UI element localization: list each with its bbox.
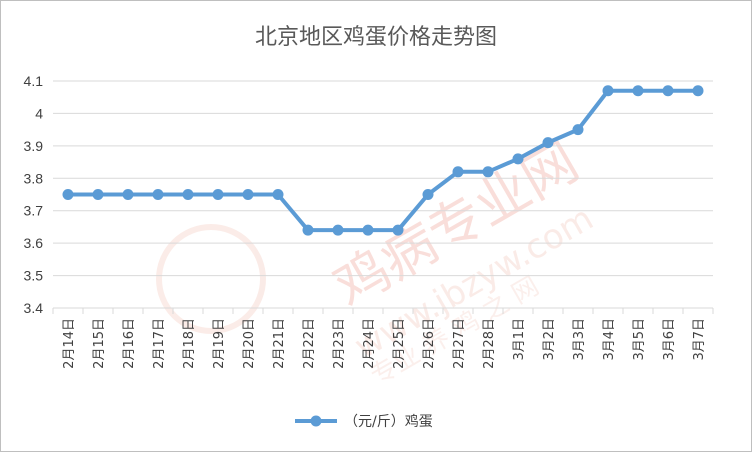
y-tick-label: 3.5	[24, 268, 44, 284]
x-tick-label: 2月14日	[62, 318, 77, 369]
y-tick-label: 3.6	[24, 235, 44, 251]
x-tick-label: 2月26日	[422, 318, 437, 369]
y-tick-label: 3.7	[24, 203, 44, 219]
legend: （元/斤）鸡蛋	[295, 413, 433, 430]
x-tick-label: 2月15日	[92, 318, 107, 369]
data-point	[452, 166, 464, 178]
data-point	[182, 189, 194, 200]
series-line	[68, 88, 698, 233]
x-tick-label: 3月5日	[632, 318, 647, 361]
x-tick-label: 2月22日	[302, 318, 317, 369]
data-point	[302, 224, 314, 236]
data-point	[602, 85, 614, 97]
legend-dot-marker	[310, 415, 322, 427]
data-point	[272, 189, 284, 200]
y-tick-label: 3.9	[24, 138, 44, 154]
data-point	[212, 189, 224, 200]
x-tick-label: 2月19日	[212, 318, 227, 369]
x-tick-label: 2月20日	[242, 318, 257, 369]
x-tick-label: 2月24日	[362, 318, 377, 369]
x-tick-label: 2月25日	[392, 318, 407, 369]
y-tick-label: 4.1	[24, 73, 44, 89]
x-tick-label: 3月7日	[692, 318, 707, 361]
x-tick-label: 2月18日	[182, 318, 197, 369]
series-egg-price	[62, 85, 704, 236]
data-point	[332, 224, 344, 236]
x-tick-label: 2月28日	[482, 318, 497, 369]
x-tick-label: 2月23日	[332, 318, 347, 369]
y-tick-label: 3.8	[24, 170, 44, 186]
data-point	[692, 85, 704, 97]
data-point	[542, 137, 554, 149]
x-axis-ticks: 2月14日 2月15日 2月16日 2月17日 2月18日 2月19日 2月20日 2月21日…	[52, 308, 714, 369]
data-point	[482, 166, 494, 178]
x-tick-label: 2月21日	[272, 318, 287, 369]
x-tick-label: 2月27日	[452, 318, 467, 369]
x-tick-label: 3月1日	[512, 318, 527, 361]
data-point	[512, 153, 524, 165]
data-point	[632, 85, 644, 97]
y-tick-label: 3.4	[24, 300, 44, 316]
data-point	[62, 189, 74, 200]
legend-label: （元/斤）鸡蛋	[344, 413, 433, 430]
data-point	[392, 224, 404, 236]
data-point	[662, 85, 674, 97]
x-tick-label: 3月3日	[572, 318, 587, 361]
watermark-logo	[156, 224, 266, 334]
x-tick-label: 3月4日	[602, 318, 617, 361]
x-tick-label: 3月6日	[662, 318, 677, 361]
data-point	[572, 124, 584, 136]
data-point	[362, 224, 374, 236]
data-point	[242, 189, 254, 200]
data-point	[122, 189, 134, 200]
x-tick-label: 2月16日	[122, 318, 137, 369]
y-tick-label: 4	[35, 105, 43, 121]
data-point	[152, 189, 164, 200]
x-tick-label: 3月2日	[542, 318, 557, 361]
y-axis-ticks: 3.4 3.5 3.6 3.7 3.8 3.9 4 4.1	[24, 73, 44, 316]
data-point	[422, 189, 434, 200]
chart-title: 北京地区鸡蛋价格走势图	[255, 25, 497, 50]
data-point	[92, 189, 104, 200]
x-tick-label: 2月17日	[152, 318, 167, 369]
grid	[53, 80, 713, 309]
